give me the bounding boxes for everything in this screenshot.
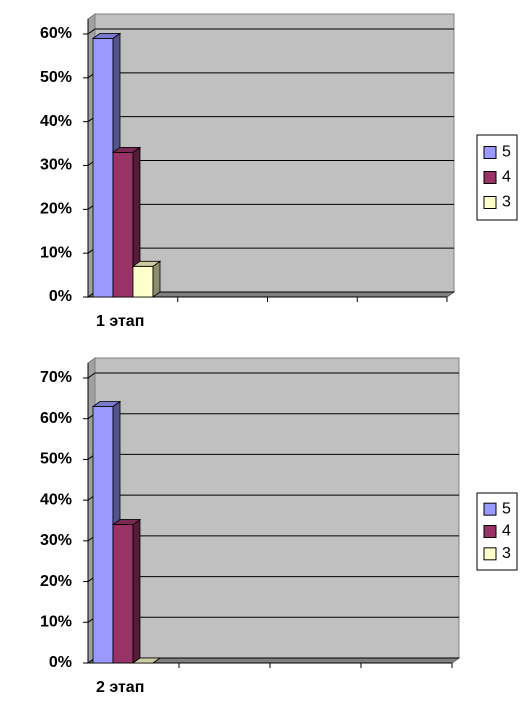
bar-side bbox=[152, 260, 161, 298]
legend-swatch bbox=[483, 547, 497, 561]
legend-swatch bbox=[483, 525, 497, 538]
legend-swatch bbox=[483, 196, 497, 209]
legend-label: 3 bbox=[502, 545, 511, 562]
y-tick-label: 50% bbox=[40, 451, 72, 468]
y-tick-label: 10% bbox=[40, 614, 72, 631]
legend-swatch bbox=[483, 502, 497, 516]
plot-area bbox=[94, 13, 455, 293]
y-tick-label: 30% bbox=[40, 157, 72, 174]
y-tick-label: 70% bbox=[40, 369, 72, 386]
legend-label: 5 bbox=[502, 144, 511, 161]
grid-line bbox=[87, 28, 454, 35]
y-tick-label: 40% bbox=[40, 113, 72, 130]
bar-top bbox=[91, 401, 122, 407]
bar-top bbox=[131, 260, 162, 267]
bar-top bbox=[131, 657, 162, 664]
legend-swatch bbox=[483, 171, 497, 184]
x-tick-label: 2 этап bbox=[96, 679, 144, 696]
legend bbox=[476, 492, 518, 571]
bar bbox=[111, 518, 142, 664]
y-tick-label: 60% bbox=[40, 25, 72, 42]
y-tick-label: 30% bbox=[40, 532, 72, 549]
legend-label: 3 bbox=[502, 194, 511, 211]
bar-front bbox=[132, 265, 154, 298]
bar bbox=[111, 146, 142, 298]
y-tick-label: 20% bbox=[40, 573, 72, 590]
bar-top bbox=[111, 519, 142, 525]
y-tick-label: 60% bbox=[40, 410, 72, 427]
bar-top bbox=[111, 146, 142, 153]
y-tick-label: 20% bbox=[40, 201, 72, 218]
bar bbox=[131, 657, 162, 664]
legend-label: 4 bbox=[502, 523, 511, 540]
bar-top bbox=[91, 32, 122, 39]
legend-label: 5 bbox=[502, 500, 511, 517]
bar bbox=[131, 260, 162, 298]
bar-front bbox=[92, 37, 114, 298]
plot-area bbox=[94, 357, 460, 659]
bar-side bbox=[132, 518, 141, 664]
legend-swatch bbox=[483, 146, 497, 159]
bar-front bbox=[112, 524, 134, 664]
bar-front bbox=[92, 406, 114, 664]
bar-front bbox=[112, 151, 134, 298]
legend bbox=[476, 134, 518, 221]
y-tick-label: 0% bbox=[49, 288, 72, 305]
y-tick-label: 0% bbox=[49, 654, 72, 671]
y-tick-label: 40% bbox=[40, 491, 72, 508]
grid-line bbox=[87, 372, 459, 379]
legend-label: 4 bbox=[502, 169, 511, 186]
y-tick-label: 50% bbox=[40, 69, 72, 86]
x-tick-label: 1 этап bbox=[96, 313, 144, 330]
y-tick-label: 10% bbox=[40, 244, 72, 261]
